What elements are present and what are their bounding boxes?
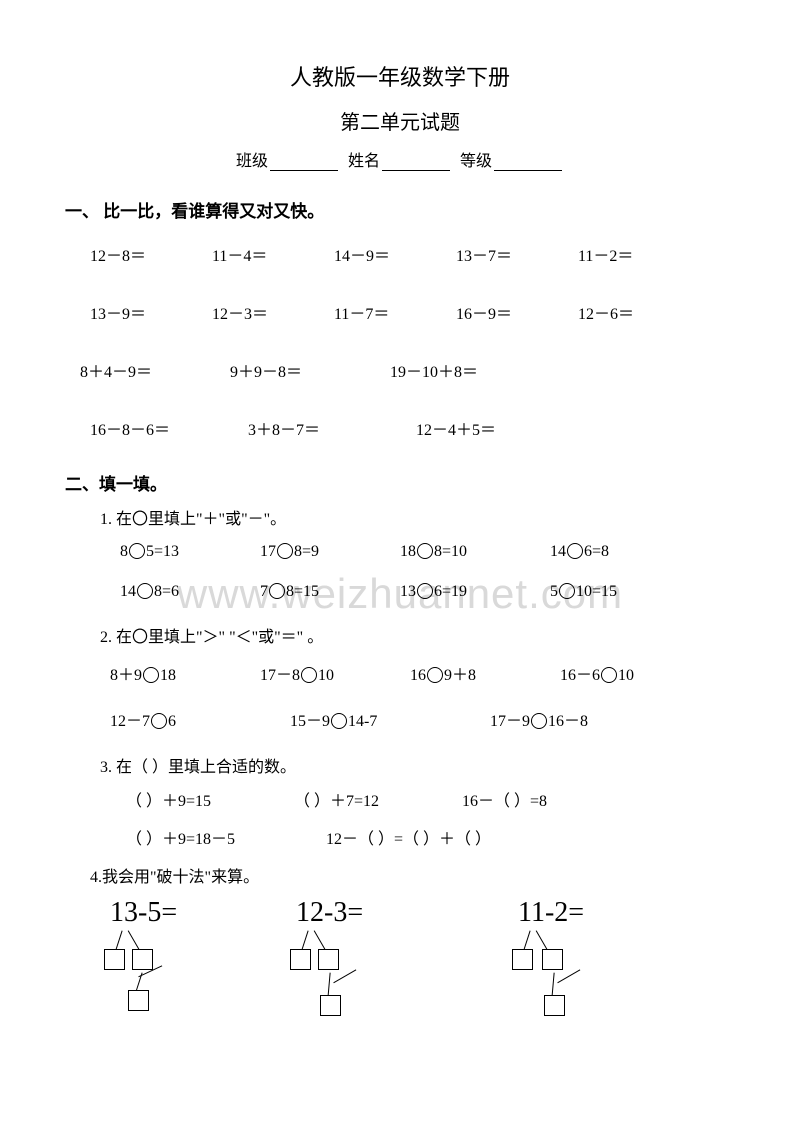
eq-cell: 15－914-7 xyxy=(290,707,490,731)
grade-label: 等级 xyxy=(460,153,492,170)
eq-cell: 12－4＋5＝ xyxy=(416,416,496,440)
fill-circle[interactable] xyxy=(601,667,617,683)
student-info-line: 班级 姓名 等级 xyxy=(80,147,720,171)
answer-box[interactable] xyxy=(318,949,339,970)
eq-cell: 85=13 xyxy=(120,543,260,561)
poshi-expr: 12-3= xyxy=(296,897,363,929)
eq-cell: 12－（ ）=（ ）＋（ ） xyxy=(326,825,491,849)
eq-cell: 12－76 xyxy=(110,707,290,731)
eq-cell: 12－6＝ xyxy=(578,300,700,324)
eq-cell: 16－（ ）=8 xyxy=(462,787,547,811)
eq-cell: 17－810 xyxy=(260,661,410,685)
eq-cell: （ ）＋7=12 xyxy=(294,787,462,811)
eq-cell: 14－9＝ xyxy=(334,242,456,266)
s1-row2: 13－9＝ 12－3＝ 11－7＝ 16－9＝ 12－6＝ xyxy=(90,300,720,324)
poshi-expr: 11-2= xyxy=(518,897,584,929)
eq-cell: （ ）＋9=18－5 xyxy=(126,825,326,849)
eq-cell: 11－7＝ xyxy=(334,300,456,324)
fill-circle[interactable] xyxy=(417,543,433,559)
fill-circle[interactable] xyxy=(269,583,285,599)
s2i2-row1: 8＋91817－810169＋816－610 xyxy=(110,661,720,685)
section1-title: 一、 比一比，看谁算得又对又快。 xyxy=(65,197,720,222)
s2i3-row1: （ ）＋9=15 （ ）＋7=12 16－（ ）=8 xyxy=(126,787,720,811)
fill-circle[interactable] xyxy=(417,583,433,599)
s2-item2-text: 2. 在〇里填上"＞" "＜"或"＝" 。 xyxy=(100,623,720,647)
fill-circle[interactable] xyxy=(143,667,159,683)
answer-box[interactable] xyxy=(290,949,311,970)
name-label: 姓名 xyxy=(348,153,380,170)
answer-box[interactable] xyxy=(320,995,341,1016)
name-blank[interactable] xyxy=(382,155,450,171)
s2i2-row2: 12－7615－914-717－916－8 xyxy=(110,707,720,731)
eq-cell: 19－10＋8＝ xyxy=(390,358,478,382)
s2-item3-text: 3. 在（ ）里填上合适的数。 xyxy=(100,753,720,777)
poshi-expr: 13-5= xyxy=(110,897,177,929)
split-line xyxy=(557,969,580,983)
class-blank[interactable] xyxy=(270,155,338,171)
split-line xyxy=(327,973,330,997)
fill-circle[interactable] xyxy=(531,713,547,729)
s1-row4: 16－8－6＝ 3＋8－7＝ 12－4＋5＝ xyxy=(90,416,720,440)
fill-circle[interactable] xyxy=(277,543,293,559)
eq-cell: 13－9＝ xyxy=(90,300,212,324)
eq-cell: 136=19 xyxy=(400,583,550,601)
fill-circle[interactable] xyxy=(331,713,347,729)
eq-cell: 510=15 xyxy=(550,583,690,601)
answer-box[interactable] xyxy=(128,990,149,1011)
eq-cell: 146=8 xyxy=(550,543,690,561)
eq-cell: 169＋8 xyxy=(410,661,560,685)
s2-item1-text: 1. 在〇里填上"＋"或"－"。 xyxy=(100,505,720,529)
s2i1-row1: 85=13178=9188=10146=8 xyxy=(120,543,720,561)
fill-circle[interactable] xyxy=(151,713,167,729)
eq-cell: 16－9＝ xyxy=(456,300,578,324)
eq-cell: 12－3＝ xyxy=(212,300,334,324)
answer-box[interactable] xyxy=(542,949,563,970)
section2-title: 二、填一填。 xyxy=(65,470,720,495)
doc-title: 人教版一年级数学下册 xyxy=(80,60,720,92)
eq-cell: 16－8－6＝ xyxy=(90,416,248,440)
s1-row1: 12－8＝ 11－4＝ 14－9＝ 13－7＝ 11－2＝ xyxy=(90,242,720,266)
fill-circle[interactable] xyxy=(301,667,317,683)
eq-cell: 12－8＝ xyxy=(90,242,212,266)
eq-cell: 13－7＝ xyxy=(456,242,578,266)
answer-box[interactable] xyxy=(512,949,533,970)
fill-circle[interactable] xyxy=(427,667,443,683)
eq-cell: 17－916－8 xyxy=(490,707,670,731)
eq-cell: 188=10 xyxy=(400,543,550,561)
page-content: 人教版一年级数学下册 第二单元试题 班级 姓名 等级 一、 比一比，看谁算得又对… xyxy=(80,60,720,1027)
doc-subtitle: 第二单元试题 xyxy=(80,106,720,135)
fill-circle[interactable] xyxy=(129,543,145,559)
grade-blank[interactable] xyxy=(494,155,562,171)
eq-cell: 3＋8－7＝ xyxy=(248,416,416,440)
split-line xyxy=(551,973,554,997)
s2-item4-text: 4.我会用"破十法"来算。 xyxy=(90,863,720,887)
eq-cell: 8＋4－9＝ xyxy=(80,358,230,382)
answer-box[interactable] xyxy=(132,949,153,970)
fill-circle[interactable] xyxy=(559,583,575,599)
split-line xyxy=(333,969,356,983)
eq-cell: 178=9 xyxy=(260,543,400,561)
eq-cell: （ ）＋9=15 xyxy=(126,787,294,811)
poshi-2: 12-3= xyxy=(300,897,500,1027)
poshi-row: 13-5= 12-3= 11-2= xyxy=(100,897,720,1027)
s2i3-row2: （ ）＋9=18－5 12－（ ）=（ ）＋（ ） xyxy=(126,825,720,849)
eq-cell: 9＋9－8＝ xyxy=(230,358,390,382)
eq-cell: 148=6 xyxy=(120,583,260,601)
s1-row3: 8＋4－9＝ 9＋9－8＝ 19－10＋8＝ xyxy=(80,358,720,382)
fill-circle[interactable] xyxy=(137,583,153,599)
class-label: 班级 xyxy=(236,153,268,170)
fill-circle[interactable] xyxy=(567,543,583,559)
eq-cell: 16－610 xyxy=(560,661,700,685)
eq-cell: 8＋918 xyxy=(110,661,260,685)
answer-box[interactable] xyxy=(104,949,125,970)
eq-cell: 11－4＝ xyxy=(212,242,334,266)
poshi-1: 13-5= xyxy=(100,897,300,1027)
eq-cell: 11－2＝ xyxy=(578,242,700,266)
s2i1-row2: 148=678=15136=19510=15 xyxy=(120,583,720,601)
eq-cell: 78=15 xyxy=(260,583,400,601)
answer-box[interactable] xyxy=(544,995,565,1016)
poshi-3: 11-2= xyxy=(500,897,700,1027)
